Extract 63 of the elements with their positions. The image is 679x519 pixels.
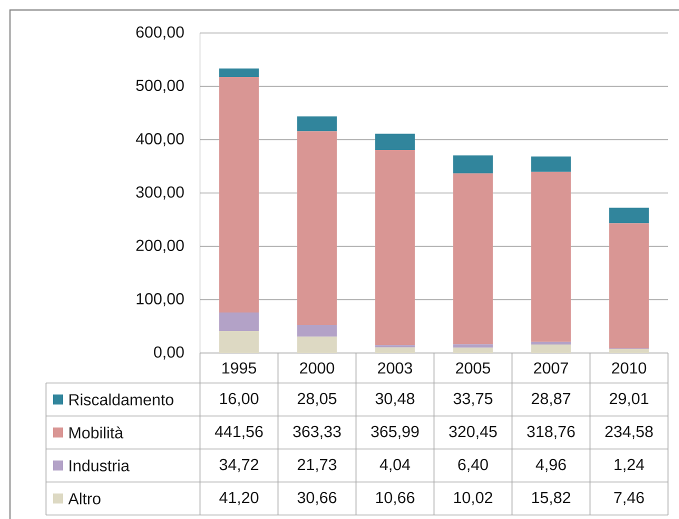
bar — [219, 312, 259, 332]
bar — [219, 331, 259, 353]
bar — [531, 344, 571, 353]
data-label: 16,00 — [220, 392, 258, 406]
data-label: 4,96 — [536, 458, 566, 472]
bar — [531, 172, 571, 342]
bar — [297, 116, 337, 132]
legend-label: Altro — [68, 492, 100, 504]
data-label: 30,48 — [376, 392, 414, 406]
bar — [219, 68, 259, 78]
data-label: 29,01 — [610, 392, 648, 406]
legend-label: Riscaldamento — [70, 394, 174, 406]
data-label: 1,24 — [614, 458, 644, 472]
bar — [531, 156, 571, 172]
data-label: 33,75 — [454, 392, 492, 406]
data-label: 365,99 — [371, 426, 419, 440]
y-tick-label: 200,00 — [136, 240, 184, 253]
y-tick-label: 300,00 — [136, 186, 184, 200]
data-label: 318,76 — [527, 426, 575, 440]
bar — [375, 134, 415, 150]
data-label: 6,40 — [458, 458, 488, 472]
x-tick-label: 1995 — [222, 362, 256, 374]
data-label: 41,20 — [219, 492, 258, 506]
legend-label: Mobilità — [70, 426, 124, 438]
data-label: 7,46 — [614, 492, 644, 506]
data-label: 21,73 — [298, 458, 336, 472]
x-tick-label: 2010 — [612, 362, 646, 374]
bar — [609, 223, 649, 348]
data-label: 4,04 — [380, 458, 410, 472]
bar — [609, 349, 649, 353]
bar — [297, 325, 337, 337]
x-tick-label: 2000 — [300, 362, 334, 374]
data-label: 10,02 — [454, 492, 492, 506]
y-tick-label: 100,00 — [136, 293, 184, 306]
bar — [297, 131, 337, 326]
bar — [375, 150, 415, 346]
data-label: 15,82 — [532, 492, 570, 506]
bar — [453, 155, 493, 174]
data-label: 28,87 — [532, 392, 570, 406]
x-tick-label: 2005 — [456, 362, 490, 374]
bar — [609, 208, 649, 224]
x-tick-label: 2007 — [534, 362, 568, 374]
bar — [453, 173, 493, 344]
y-tick-label: 500,00 — [136, 80, 184, 93]
x-tick-label: 2003 — [378, 362, 412, 374]
data-label: 10,66 — [376, 492, 414, 506]
data-label: 441,56 — [214, 426, 263, 440]
y-tick-label: 400,00 — [136, 133, 184, 146]
legend-label: Industria — [70, 460, 130, 472]
bar — [531, 342, 571, 345]
bar — [219, 77, 259, 313]
data-label: 320,45 — [449, 426, 497, 440]
y-tick-label: 600,00 — [136, 26, 184, 40]
bar — [297, 336, 337, 353]
data-label: 28,05 — [298, 392, 336, 406]
bar — [375, 347, 415, 353]
data-label: 363,33 — [293, 426, 341, 440]
bar — [453, 344, 493, 348]
y-tick-label: 0,00 — [154, 346, 184, 360]
data-label: 30,66 — [298, 492, 336, 506]
data-label: 34,72 — [220, 458, 258, 472]
bar — [453, 348, 493, 353]
data-label: 234,58 — [605, 426, 653, 440]
